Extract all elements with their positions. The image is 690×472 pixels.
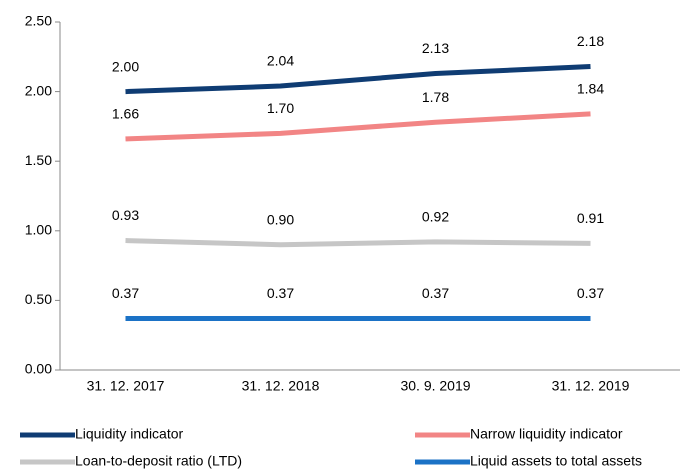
data-label: 2.18 xyxy=(577,33,604,49)
y-tick-label: 2.00 xyxy=(25,82,52,98)
series-line xyxy=(125,238,591,248)
data-label: 0.37 xyxy=(112,285,139,301)
data-label: 2.04 xyxy=(267,53,294,69)
x-tick-label: 30. 9. 2019 xyxy=(400,378,470,394)
y-tick-label: 1.00 xyxy=(25,222,52,238)
legend-label: Narrow liquidity indicator xyxy=(470,426,623,442)
x-tick-label: 31. 12. 2019 xyxy=(552,378,630,394)
x-tick-label: 31. 12. 2018 xyxy=(242,378,320,394)
series-line xyxy=(125,64,591,95)
data-label: 1.84 xyxy=(577,81,604,97)
data-label: 0.93 xyxy=(112,207,139,223)
legend-label: Liquid assets to total assets xyxy=(470,453,642,469)
legend-label: Liquidity indicator xyxy=(75,426,184,442)
data-label: 0.91 xyxy=(577,210,604,226)
data-label: 0.37 xyxy=(422,285,449,301)
y-tick-label: 2.50 xyxy=(25,13,52,29)
data-label: 1.78 xyxy=(422,89,449,105)
data-label: 0.37 xyxy=(577,285,604,301)
data-label: 0.90 xyxy=(267,211,294,227)
y-tick-label: 0.50 xyxy=(25,291,52,307)
series-line xyxy=(125,111,591,142)
data-label: 2.00 xyxy=(112,58,139,74)
y-tick-label: 0.00 xyxy=(25,361,52,377)
data-label: 0.92 xyxy=(422,209,449,225)
data-label: 1.70 xyxy=(267,100,294,116)
x-tick-label: 31. 12. 2017 xyxy=(87,378,165,394)
legend-label: Loan-to-deposit ratio (LTD) xyxy=(75,453,242,469)
data-label: 2.13 xyxy=(422,40,449,56)
data-label: 0.37 xyxy=(267,285,294,301)
data-label: 1.66 xyxy=(112,106,139,122)
y-tick-label: 1.50 xyxy=(25,152,52,168)
